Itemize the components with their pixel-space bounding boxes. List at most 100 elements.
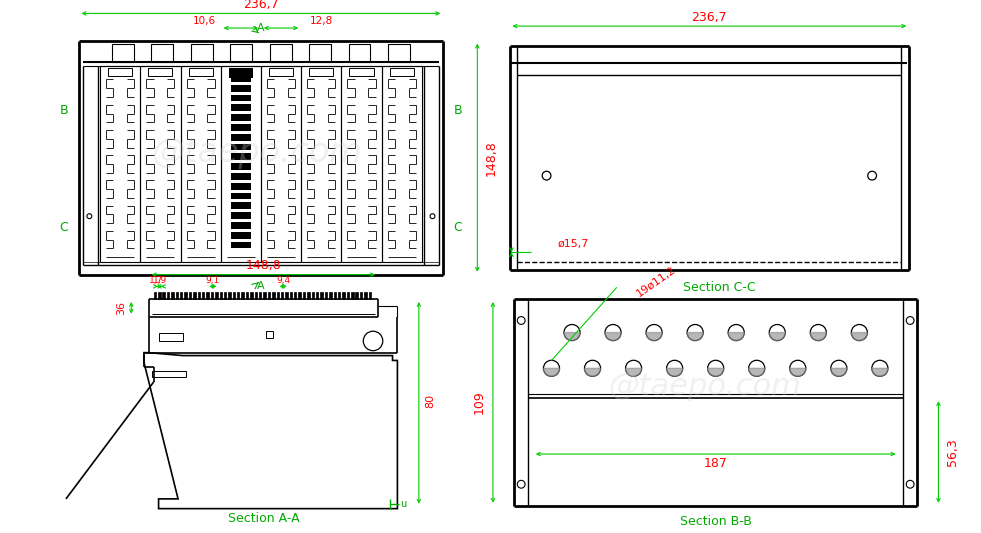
Bar (255, 292, 257, 299)
Bar (231, 85, 251, 92)
Wedge shape (605, 333, 621, 341)
Text: 148,8: 148,8 (485, 140, 497, 175)
Bar (206, 292, 209, 299)
Bar (231, 212, 251, 219)
Text: u: u (400, 499, 406, 509)
Text: 9,4: 9,4 (276, 276, 290, 285)
Bar (188, 292, 191, 299)
Bar (349, 44, 371, 62)
Bar (231, 222, 251, 229)
Bar (250, 292, 253, 299)
Text: Section C-C: Section C-C (683, 281, 755, 294)
Text: @taepo.com: @taepo.com (608, 372, 800, 401)
Text: 56,3: 56,3 (946, 438, 958, 466)
Text: 109: 109 (473, 391, 486, 414)
Bar (193, 292, 195, 299)
Bar (231, 134, 251, 141)
Wedge shape (790, 368, 805, 376)
Bar (294, 292, 296, 299)
Bar (184, 292, 186, 299)
Wedge shape (687, 333, 703, 341)
Bar (266, 331, 273, 338)
Bar (309, 68, 334, 76)
Bar (346, 292, 349, 299)
Bar (237, 292, 239, 299)
Bar (231, 154, 251, 160)
Bar (167, 292, 170, 299)
Wedge shape (707, 368, 724, 376)
Text: Section A-A: Section A-A (228, 512, 299, 525)
Bar (231, 232, 251, 239)
Bar (148, 68, 173, 76)
Bar (229, 68, 253, 78)
Bar (241, 292, 244, 299)
Wedge shape (769, 333, 786, 341)
Bar (268, 292, 270, 299)
Text: C: C (453, 221, 462, 235)
Text: 36: 36 (117, 301, 127, 315)
Text: A: A (257, 23, 265, 33)
Bar (298, 292, 301, 299)
Bar (152, 371, 185, 377)
Bar (334, 292, 336, 299)
Wedge shape (564, 333, 580, 341)
Wedge shape (585, 368, 600, 376)
Bar (154, 292, 156, 299)
Bar (325, 292, 328, 299)
Bar (229, 292, 231, 299)
Bar (269, 68, 293, 76)
Bar (231, 192, 251, 199)
Bar (351, 292, 353, 299)
Bar (277, 292, 279, 299)
Bar (197, 292, 200, 299)
Bar (172, 292, 174, 299)
Bar (211, 292, 213, 299)
Bar (263, 292, 266, 299)
Bar (231, 241, 251, 248)
Bar (231, 94, 251, 101)
Bar (342, 292, 344, 299)
Bar (159, 333, 182, 341)
Text: 187: 187 (703, 457, 728, 470)
Text: A: A (257, 281, 265, 292)
Bar (158, 292, 161, 299)
Text: C: C (60, 221, 69, 235)
Text: 148,8: 148,8 (245, 260, 282, 272)
Bar (369, 292, 371, 299)
Bar (272, 292, 275, 299)
Bar (349, 68, 374, 76)
Bar (316, 292, 319, 299)
Bar (231, 163, 251, 170)
Bar (181, 292, 182, 299)
Bar (270, 44, 291, 62)
Bar (108, 68, 132, 76)
Bar (232, 292, 235, 299)
Text: 1,7: 1,7 (149, 276, 163, 285)
Bar (321, 292, 323, 299)
Bar (388, 44, 410, 62)
Text: Section B-B: Section B-B (680, 515, 751, 528)
Bar (246, 292, 248, 299)
Bar (281, 292, 284, 299)
Bar (202, 292, 204, 299)
Bar (224, 292, 227, 299)
Bar (389, 68, 414, 76)
Bar (163, 292, 165, 299)
Bar (231, 44, 252, 62)
Bar (337, 292, 340, 299)
Bar (231, 114, 251, 121)
Bar (215, 292, 218, 299)
Text: 236,7: 236,7 (243, 0, 279, 11)
Bar (309, 44, 331, 62)
Text: 19ø11,2: 19ø11,2 (635, 264, 677, 298)
Text: 10,6: 10,6 (193, 16, 216, 26)
Bar (360, 292, 362, 299)
Bar (330, 292, 332, 299)
Bar (188, 68, 213, 76)
Wedge shape (749, 368, 765, 376)
Text: 9,1: 9,1 (206, 276, 220, 285)
Bar (176, 292, 178, 299)
Bar (112, 44, 133, 62)
Bar (231, 173, 251, 180)
Text: 80: 80 (426, 394, 436, 408)
